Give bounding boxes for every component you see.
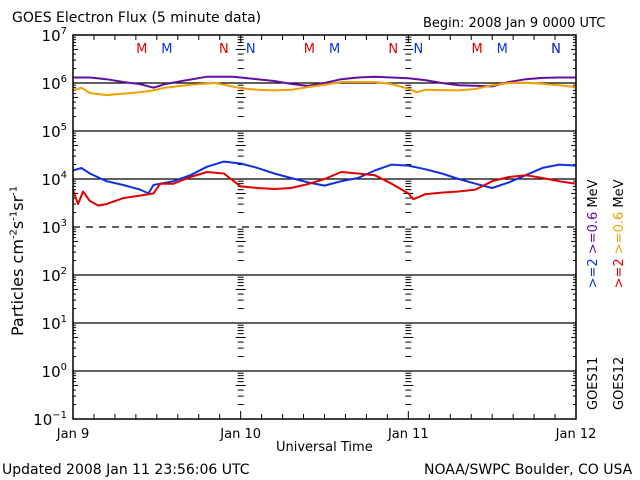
y-tick-label: 102: [42, 266, 67, 285]
mn-marker: N: [219, 42, 229, 57]
legend-goes12-low: >=2: [612, 258, 627, 289]
x-tick-label: Jan 10: [219, 427, 261, 442]
plot-frame: [72, 34, 577, 420]
mn-marker: N: [246, 42, 256, 57]
y-tick-label: 103: [42, 218, 67, 237]
y-axis-label: Particles cm-2s-1sr-1: [8, 185, 27, 336]
mn-marker: N: [414, 42, 424, 57]
y-tick-label: 106: [42, 74, 67, 93]
mn-marker: M: [471, 42, 482, 57]
series-line-2: [72, 160, 577, 195]
x-axis-label: Universal Time: [276, 440, 373, 455]
mn-marker: M: [161, 42, 172, 57]
legend-goes12-unit: MeV: [612, 179, 627, 208]
series-line-3: [72, 171, 577, 207]
y-tick-label: 104: [42, 170, 67, 189]
y-tick-label: 107: [42, 26, 67, 45]
grid-lines: [73, 82, 576, 372]
legend-goes12-high: >=0.6: [612, 211, 627, 255]
legend-goes11-high: >=0.6: [586, 211, 601, 255]
series-line-0: [73, 75, 576, 89]
legend-goes12-sat: GOES12: [612, 356, 627, 410]
mn-marker: M: [329, 42, 340, 57]
legend-goes12: GOES12 >=2 >=0.6 MeV: [612, 179, 627, 410]
mn-marker: M: [136, 42, 147, 57]
mn-marker: N: [551, 42, 561, 57]
mn-marker: M: [304, 42, 315, 57]
y-tick-labels: 107 106 105 104 103 102 101 100 10−1: [33, 26, 67, 429]
legend-goes11-low: >=2: [586, 258, 601, 289]
source-credit: NOAA/SWPC Boulder, CO USA: [424, 462, 633, 478]
mn-marker: M: [497, 42, 508, 57]
y-tick-label: 105: [42, 122, 67, 141]
updated-time: Updated 2008 Jan 11 23:56:06 UTC: [2, 462, 250, 478]
begin-time: Begin: 2008 Jan 9 0000 UTC: [423, 16, 606, 31]
mn-marker: N: [551, 42, 561, 57]
x-tick-label: Jan 11: [387, 427, 429, 442]
series-line-1: [72, 81, 577, 97]
mn-marker: N: [388, 42, 398, 57]
y-tick-label: 100: [42, 362, 67, 381]
chart-title: GOES Electron Flux (5 minute data): [12, 10, 262, 26]
x-tick-label: Jan 12: [555, 427, 597, 442]
mn-markers: M M N N M M N N M M NN: [136, 42, 561, 57]
legend-goes11-sat: GOES11: [586, 356, 601, 410]
legend-goes11-unit: MeV: [586, 179, 601, 208]
series-lines: [72, 75, 577, 207]
y-tick-label: 10−1: [33, 410, 67, 429]
x-tick-labels: Jan 9 Jan 10 Jan 11 Jan 12: [56, 427, 597, 442]
y-tick-label: 101: [42, 314, 67, 333]
x-tick-label: Jan 9: [56, 427, 89, 442]
legend-goes11: GOES11 >=2 >=0.6 MeV: [586, 179, 601, 410]
